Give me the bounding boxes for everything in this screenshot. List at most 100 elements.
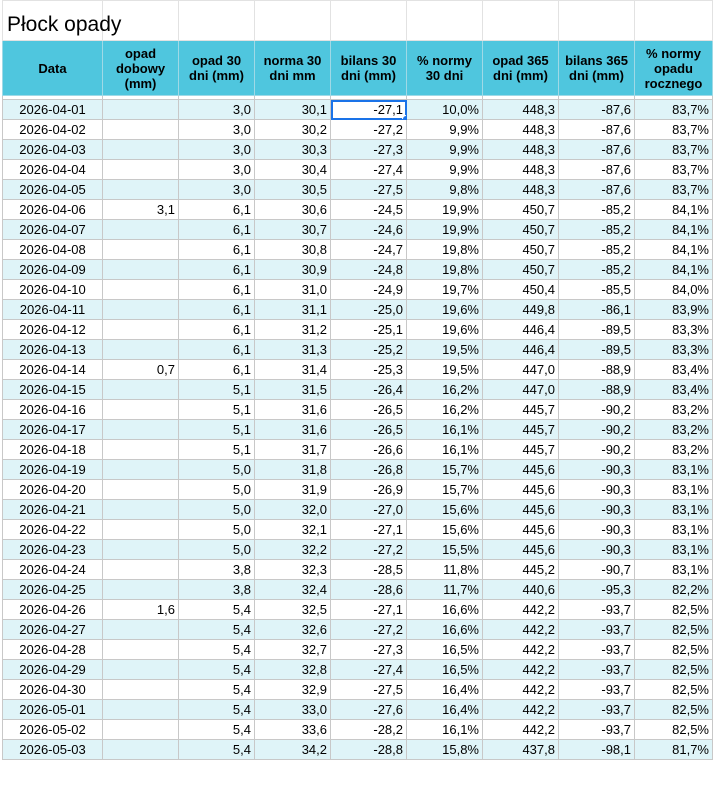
table-cell[interactable]: 9,9%: [406, 159, 483, 180]
table-cell[interactable]: [102, 539, 179, 560]
table-cell[interactable]: 3,0: [178, 159, 255, 180]
table-cell[interactable]: 5,1: [178, 419, 255, 440]
table-cell[interactable]: [102, 579, 179, 600]
table-cell[interactable]: -25,1: [330, 319, 407, 340]
table-cell[interactable]: 5,1: [178, 439, 255, 460]
date-cell[interactable]: 2026-05-02: [2, 719, 103, 740]
column-header-opad-dobowy[interactable]: opad dobowy (mm): [102, 40, 179, 96]
table-cell[interactable]: 15,7%: [406, 479, 483, 500]
table-cell[interactable]: 3,8: [178, 559, 255, 580]
table-cell[interactable]: 16,4%: [406, 679, 483, 700]
table-cell[interactable]: 448,3: [482, 139, 559, 160]
date-cell[interactable]: 2026-04-24: [2, 559, 103, 580]
table-cell[interactable]: -26,6: [330, 439, 407, 460]
column-header-procent-normy-30[interactable]: % normy 30 dni: [406, 40, 483, 96]
table-cell[interactable]: 32,0: [254, 499, 331, 520]
date-cell[interactable]: 2026-04-02: [2, 119, 103, 140]
table-cell[interactable]: 83,1%: [634, 559, 713, 580]
table-cell[interactable]: -27,1: [330, 519, 407, 540]
table-cell[interactable]: 442,2: [482, 639, 559, 660]
table-cell[interactable]: -85,2: [558, 239, 635, 260]
table-cell[interactable]: 16,4%: [406, 699, 483, 720]
table-cell[interactable]: 83,1%: [634, 519, 713, 540]
table-cell[interactable]: 30,8: [254, 239, 331, 260]
date-cell[interactable]: 2026-04-10: [2, 279, 103, 300]
table-cell[interactable]: 445,6: [482, 499, 559, 520]
table-cell[interactable]: -93,7: [558, 719, 635, 740]
table-cell[interactable]: 33,0: [254, 699, 331, 720]
table-cell[interactable]: 30,2: [254, 119, 331, 140]
date-cell[interactable]: 2026-04-03: [2, 139, 103, 160]
table-cell[interactable]: 82,5%: [634, 679, 713, 700]
table-cell[interactable]: 447,0: [482, 359, 559, 380]
table-cell[interactable]: 3,8: [178, 579, 255, 600]
cell[interactable]: [330, 0, 407, 41]
table-cell[interactable]: 82,5%: [634, 639, 713, 660]
table-cell[interactable]: 32,8: [254, 659, 331, 680]
table-cell[interactable]: -90,3: [558, 459, 635, 480]
table-cell[interactable]: [102, 439, 179, 460]
table-cell[interactable]: 83,1%: [634, 539, 713, 560]
table-cell[interactable]: -90,3: [558, 519, 635, 540]
table-cell[interactable]: 82,5%: [634, 719, 713, 740]
table-cell[interactable]: 30,6: [254, 199, 331, 220]
table-cell[interactable]: -25,2: [330, 339, 407, 360]
table-cell[interactable]: 16,2%: [406, 399, 483, 420]
table-cell[interactable]: [102, 119, 179, 140]
table-cell[interactable]: -93,7: [558, 639, 635, 660]
date-cell[interactable]: 2026-04-28: [2, 639, 103, 660]
table-cell[interactable]: -90,7: [558, 559, 635, 580]
table-cell[interactable]: [102, 559, 179, 580]
table-cell[interactable]: 82,5%: [634, 599, 713, 620]
table-cell[interactable]: 15,5%: [406, 539, 483, 560]
date-cell[interactable]: 2026-04-26: [2, 599, 103, 620]
table-cell[interactable]: -27,1: [330, 599, 407, 620]
table-cell[interactable]: -27,3: [330, 639, 407, 660]
date-cell[interactable]: 2026-04-04: [2, 159, 103, 180]
table-cell[interactable]: 31,1: [254, 299, 331, 320]
table-cell[interactable]: -24,8: [330, 259, 407, 280]
table-cell[interactable]: 9,8%: [406, 179, 483, 200]
table-cell[interactable]: 11,7%: [406, 579, 483, 600]
table-cell[interactable]: [102, 639, 179, 660]
table-cell[interactable]: -27,4: [330, 659, 407, 680]
table-cell[interactable]: 442,2: [482, 719, 559, 740]
table-cell[interactable]: 31,0: [254, 279, 331, 300]
table-cell[interactable]: 15,6%: [406, 499, 483, 520]
cell[interactable]: [178, 0, 255, 41]
table-cell[interactable]: [102, 659, 179, 680]
table-cell[interactable]: 16,5%: [406, 659, 483, 680]
date-cell[interactable]: 2026-04-05: [2, 179, 103, 200]
table-cell[interactable]: 3,0: [178, 99, 255, 120]
table-cell[interactable]: 6,1: [178, 279, 255, 300]
table-cell[interactable]: -95,3: [558, 579, 635, 600]
table-cell[interactable]: 448,3: [482, 159, 559, 180]
table-cell[interactable]: [102, 479, 179, 500]
table-cell[interactable]: -98,1: [558, 739, 635, 760]
table-cell[interactable]: [102, 519, 179, 540]
date-cell[interactable]: 2026-05-03: [2, 739, 103, 760]
table-cell[interactable]: 5,4: [178, 659, 255, 680]
date-cell[interactable]: 2026-04-15: [2, 379, 103, 400]
table-cell[interactable]: 6,1: [178, 319, 255, 340]
table-cell[interactable]: 19,5%: [406, 339, 483, 360]
table-cell[interactable]: 30,3: [254, 139, 331, 160]
table-cell[interactable]: 448,3: [482, 179, 559, 200]
table-cell[interactable]: 82,5%: [634, 699, 713, 720]
table-cell[interactable]: [102, 219, 179, 240]
table-cell[interactable]: [102, 719, 179, 740]
table-cell[interactable]: [102, 499, 179, 520]
table-cell[interactable]: -27,3: [330, 139, 407, 160]
table-cell[interactable]: 450,7: [482, 259, 559, 280]
table-cell[interactable]: -27,2: [330, 119, 407, 140]
column-header-opad-365[interactable]: opad 365 dni (mm): [482, 40, 559, 96]
table-cell[interactable]: 445,2: [482, 559, 559, 580]
table-cell[interactable]: 5,1: [178, 399, 255, 420]
table-cell[interactable]: 32,9: [254, 679, 331, 700]
table-cell[interactable]: 83,7%: [634, 139, 713, 160]
table-cell[interactable]: [102, 179, 179, 200]
table-cell[interactable]: 31,5: [254, 379, 331, 400]
table-cell[interactable]: [102, 419, 179, 440]
table-cell[interactable]: 442,2: [482, 619, 559, 640]
date-cell[interactable]: 2026-04-23: [2, 539, 103, 560]
